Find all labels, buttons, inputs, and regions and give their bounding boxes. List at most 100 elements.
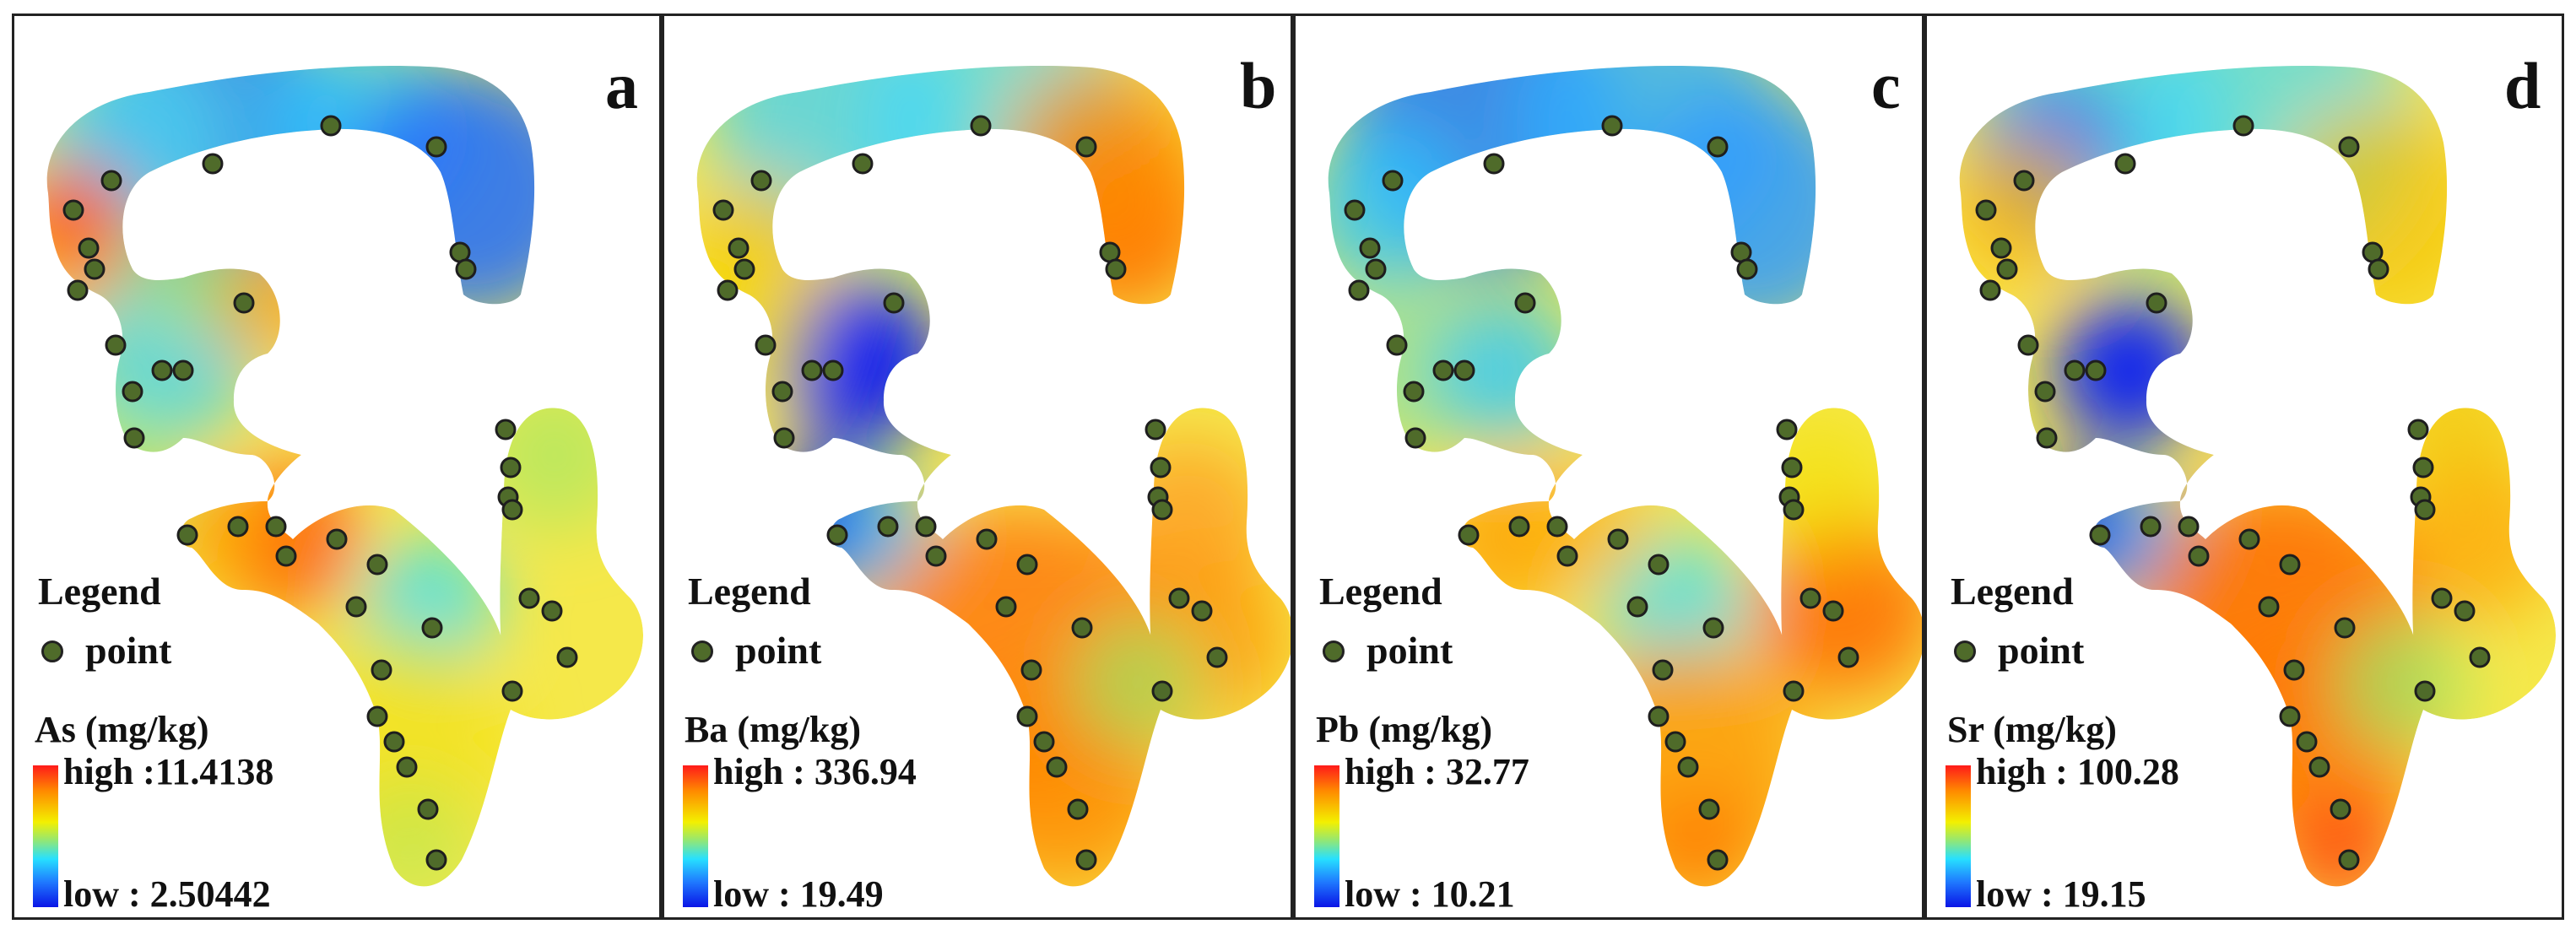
- legend-title: Legend: [1951, 570, 2074, 613]
- sample-point: [265, 516, 287, 538]
- sample-point: [1822, 600, 1844, 622]
- sample-point: [1386, 334, 1408, 356]
- value-zone: [2332, 615, 2467, 750]
- sample-point: [366, 554, 388, 576]
- sample-point: [556, 646, 578, 668]
- sample-point: [1781, 457, 1803, 478]
- sample-point: [2469, 646, 2491, 668]
- color-ramp: [683, 765, 708, 907]
- value-zone: [696, 261, 816, 413]
- sample-point: [1601, 115, 1623, 137]
- sample-point: [2017, 334, 2039, 356]
- sample-point: [883, 292, 905, 314]
- sample-point: [2334, 617, 2356, 639]
- sample-point: [345, 596, 367, 618]
- map-panel-d: d Legend point Sr (mg/kg) high : 100.28 …: [1924, 14, 2564, 920]
- sample-point: [1707, 136, 1729, 158]
- ramp-high-label: high : 336.94: [713, 751, 917, 792]
- legend-point-icon: [1954, 640, 1976, 662]
- sample-point: [1990, 237, 2012, 259]
- sample-point: [1707, 849, 1729, 871]
- sample-point: [1483, 153, 1505, 175]
- sample-point: [1151, 680, 1173, 702]
- sample-point: [2140, 516, 2162, 538]
- sample-point: [1046, 756, 1068, 778]
- sample-point: [233, 292, 255, 314]
- sample-point: [1365, 258, 1387, 280]
- sample-point: [172, 359, 194, 381]
- sample-point: [712, 199, 734, 221]
- sample-point: [1736, 258, 1758, 280]
- legend-variable-label: Pb (mg/kg): [1316, 709, 1492, 750]
- sample-point: [1344, 199, 1366, 221]
- sample-point: [1664, 731, 1686, 753]
- sample-point: [2238, 528, 2260, 550]
- sample-point: [1020, 659, 1042, 681]
- sample-point: [1206, 646, 1228, 668]
- sample-point: [717, 279, 739, 301]
- sample-point: [2338, 136, 2360, 158]
- sample-point: [2085, 359, 2107, 381]
- value-zone: [1625, 84, 1878, 337]
- sample-point: [2308, 756, 2330, 778]
- legend-point-label: point: [735, 629, 822, 672]
- sample-point: [1075, 849, 1097, 871]
- sample-point: [1105, 258, 1127, 280]
- legend-variable-label: Ba (mg/kg): [685, 709, 861, 750]
- sample-point: [425, 136, 447, 158]
- legend-point-label: point: [1998, 629, 2085, 672]
- value-zone: [1959, 134, 2096, 286]
- sample-point: [151, 359, 173, 381]
- sample-point: [1151, 499, 1173, 521]
- color-ramp: [1314, 765, 1339, 907]
- sample-point: [2114, 153, 2136, 175]
- sample-point: [501, 499, 523, 521]
- sample-point: [1607, 528, 1629, 550]
- sample-point: [2407, 419, 2429, 440]
- sample-point: [1514, 292, 1536, 314]
- ramp-high-label: high : 32.77: [1345, 751, 1529, 792]
- legend-title: Legend: [688, 570, 811, 613]
- sample-point: [383, 731, 405, 753]
- sample-point: [1382, 170, 1404, 192]
- sample-point: [2296, 731, 2318, 753]
- interpolation-map-c: [1328, 66, 1922, 887]
- sample-point: [970, 115, 992, 137]
- legend-point-icon: [41, 640, 63, 662]
- sample-point: [1996, 258, 2018, 280]
- sample-point: [2013, 170, 2035, 192]
- sample-point: [1979, 279, 2001, 301]
- sample-point: [2258, 596, 2280, 618]
- color-ramp: [33, 765, 58, 907]
- sample-point: [1453, 359, 1475, 381]
- interpolation-map-b: [696, 66, 1291, 887]
- sample-point: [2064, 359, 2086, 381]
- sample-point: [1652, 659, 1674, 681]
- sample-point: [1677, 756, 1699, 778]
- sample-point: [2089, 524, 2111, 546]
- ramp-low-label: low : 2.50442: [63, 873, 271, 915]
- sample-point: [518, 587, 540, 609]
- sample-point: [366, 705, 388, 727]
- sample-point: [2034, 381, 2056, 403]
- sample-point: [1071, 617, 1093, 639]
- sample-point: [1145, 419, 1166, 440]
- sample-point: [417, 798, 439, 820]
- map-panel-c: c Legend point Pb (mg/kg) high : 32.77 l…: [1293, 14, 1924, 920]
- panel-letter: c: [1871, 49, 1901, 122]
- sample-point: [396, 756, 418, 778]
- sample-point: [421, 617, 443, 639]
- ramp-low-label: low : 19.15: [1976, 873, 2146, 915]
- ramp-low-label: low : 19.49: [713, 873, 884, 915]
- sample-point: [877, 516, 899, 538]
- sample-point: [501, 680, 523, 702]
- sample-point: [1837, 646, 1859, 668]
- sample-point: [771, 381, 793, 403]
- map-panel-a: a Legend point As (mg/kg) high :11.4138 …: [12, 14, 662, 920]
- ramp-low-label: low : 10.21: [1345, 873, 1515, 915]
- sample-point: [1508, 516, 1530, 538]
- sample-point: [1359, 237, 1381, 259]
- sample-point: [1799, 587, 1821, 609]
- sample-point: [1404, 427, 1426, 449]
